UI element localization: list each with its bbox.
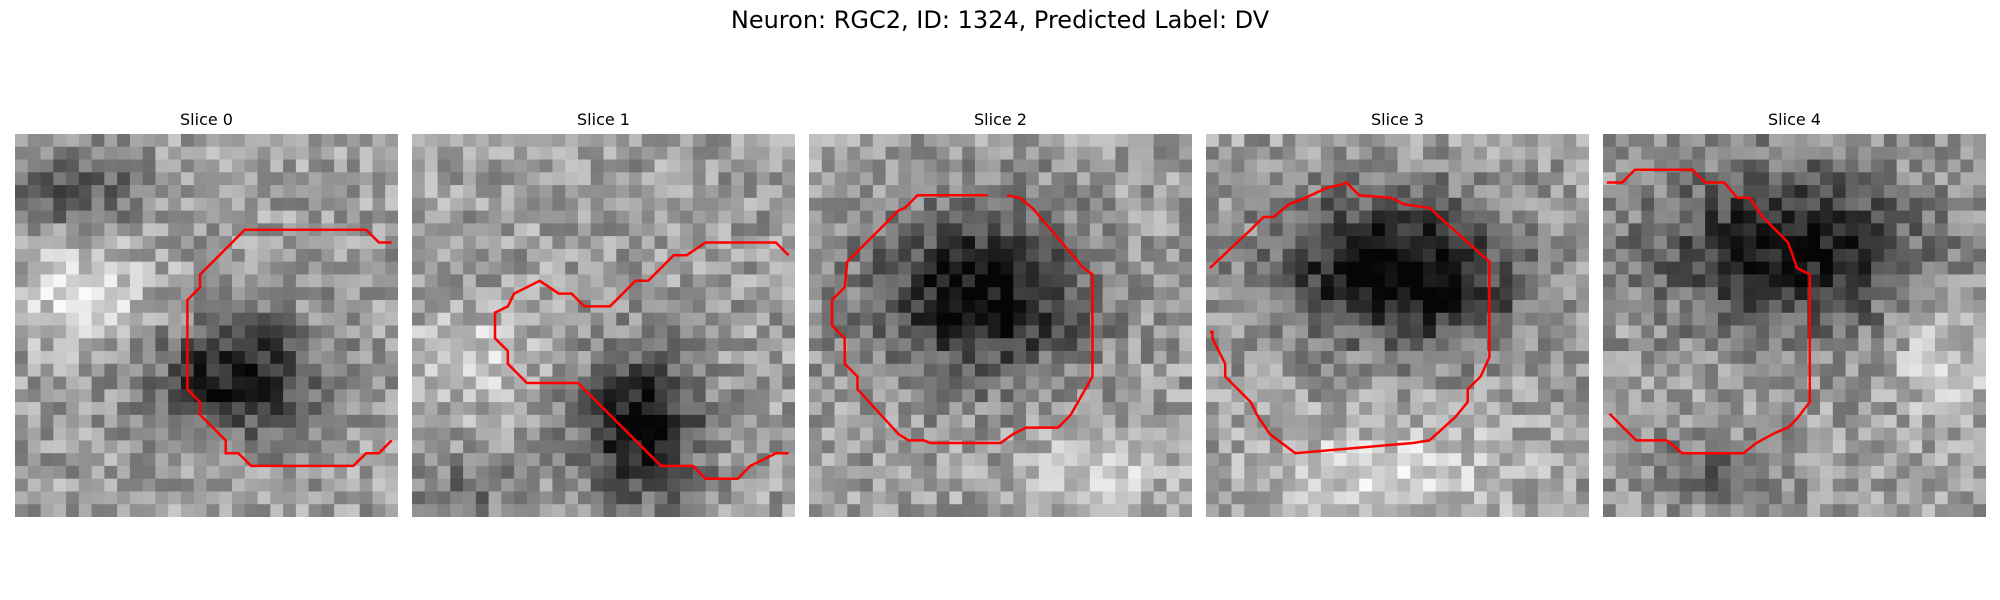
slice-image-4: [1603, 134, 1986, 517]
pixel-grid: [1603, 134, 1986, 517]
slice-panel-3: Slice 3: [1206, 108, 1589, 517]
slice-image-2: [809, 134, 1192, 517]
slice-image-1: [412, 134, 795, 517]
figure-title: Neuron: RGC2, ID: 1324, Predicted Label:…: [730, 6, 1270, 34]
slice-title-2: Slice 2: [974, 110, 1027, 129]
contour-outline: [493, 241, 790, 480]
slice-title-3: Slice 3: [1371, 110, 1424, 129]
slice-panel-1: Slice 1: [412, 108, 795, 517]
slice-title-0: Slice 0: [180, 110, 233, 129]
contour-outline: [830, 194, 1094, 445]
slice-panel-2: Slice 2: [809, 108, 1192, 517]
slice-title-1: Slice 1: [577, 110, 630, 129]
pixel-grid: [809, 134, 1192, 517]
slice-panel-4: Slice 4: [1603, 108, 1986, 517]
pixel-grid: [1206, 134, 1589, 517]
pixel-grid: [15, 134, 398, 517]
pixel-grid: [412, 134, 795, 517]
contour-outline: [1208, 181, 1491, 455]
slice-panel-0: Slice 0: [15, 108, 398, 517]
slice-title-4: Slice 4: [1768, 110, 1821, 129]
contour-outline: [1606, 168, 1812, 455]
contour-outline: [186, 228, 393, 468]
slice-image-0: [15, 134, 398, 517]
slice-image-3: [1206, 134, 1589, 517]
